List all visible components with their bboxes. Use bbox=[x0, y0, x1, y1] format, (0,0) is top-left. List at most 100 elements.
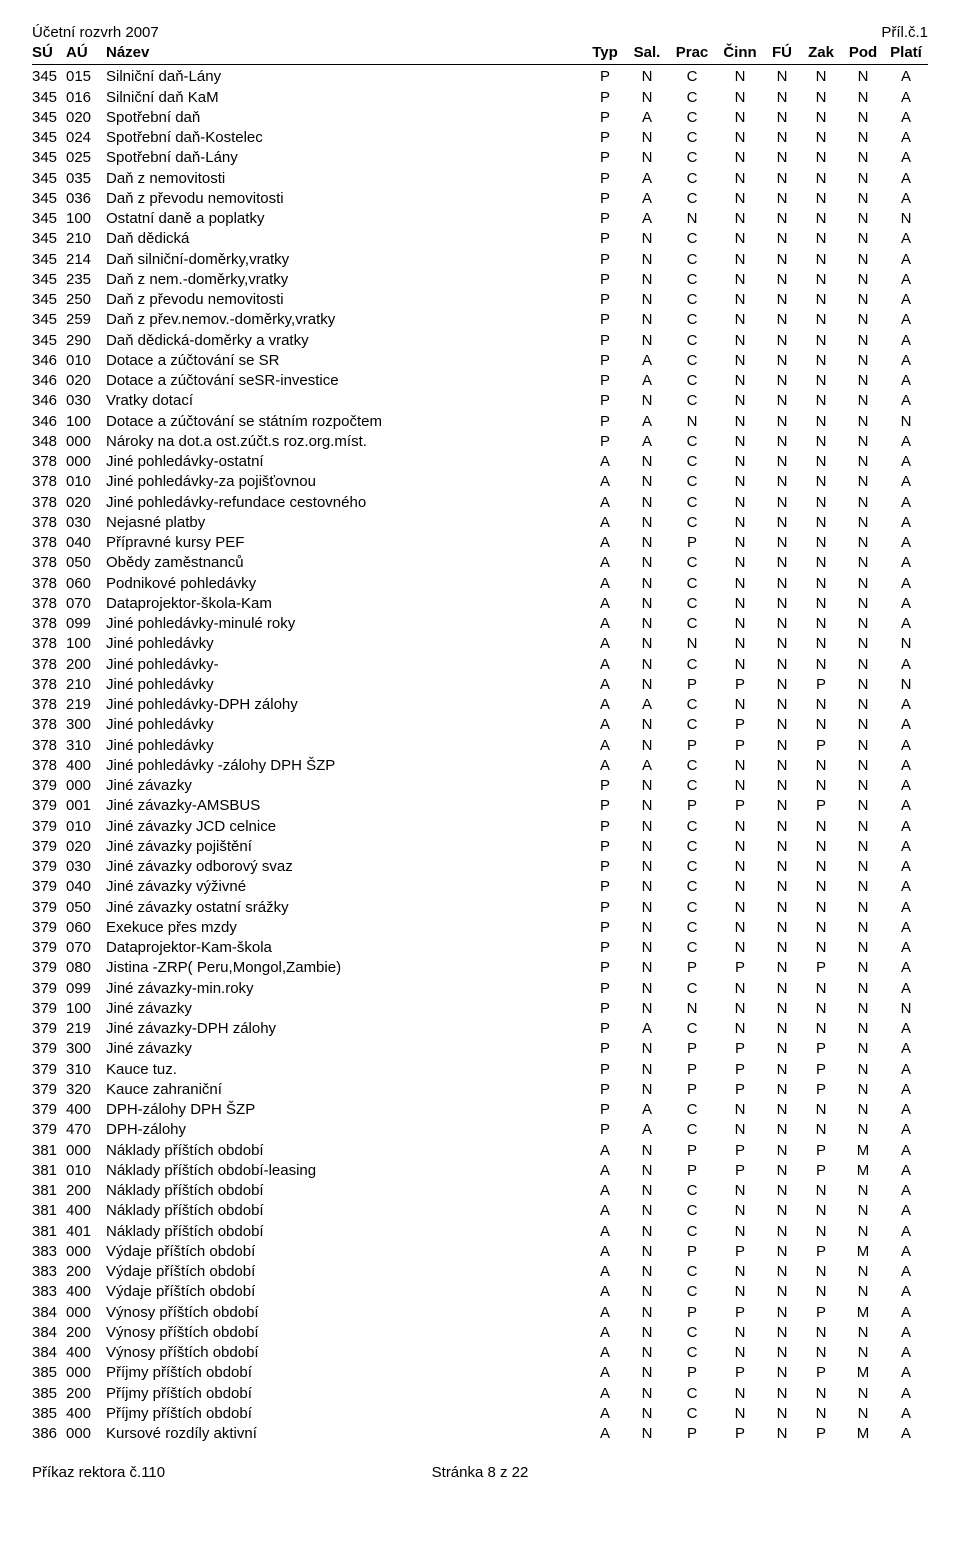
cell-fu: N bbox=[764, 1404, 800, 1424]
table-row: 379400DPH-zálohy DPH ŠZPPACNNNNA bbox=[32, 1100, 928, 1120]
cell-su: 379 bbox=[32, 857, 66, 877]
cell-au: 020 bbox=[66, 493, 106, 513]
cell-prac: P bbox=[668, 736, 716, 756]
cell-zak: P bbox=[800, 958, 842, 978]
cell-zak: N bbox=[800, 189, 842, 209]
cell-pod: N bbox=[842, 472, 884, 492]
cell-fu: N bbox=[764, 574, 800, 594]
cell-su: 379 bbox=[32, 918, 66, 938]
cell-typ: A bbox=[584, 594, 626, 614]
cell-sal: N bbox=[626, 513, 668, 533]
cell-zak: N bbox=[800, 108, 842, 128]
cell-pod: N bbox=[842, 88, 884, 108]
cell-prac: C bbox=[668, 128, 716, 148]
cell-zak: N bbox=[800, 1384, 842, 1404]
cell-prac: C bbox=[668, 472, 716, 492]
cell-typ: A bbox=[584, 574, 626, 594]
cell-sal: N bbox=[626, 1384, 668, 1404]
cell-au: 200 bbox=[66, 1384, 106, 1404]
cell-cinn: N bbox=[716, 351, 764, 371]
table-row: 345020Spotřební daňPACNNNNA bbox=[32, 108, 928, 128]
cell-typ: A bbox=[584, 634, 626, 654]
table-row: 379060Exekuce přes mzdyPNCNNNNA bbox=[32, 918, 928, 938]
table-row: 385000Příjmy příštích obdobíANPPNPMA bbox=[32, 1363, 928, 1383]
cell-cinn: P bbox=[716, 1039, 764, 1059]
cell-plati: A bbox=[884, 1141, 928, 1161]
cell-au: 010 bbox=[66, 1161, 106, 1181]
cell-plati: A bbox=[884, 1262, 928, 1282]
cell-typ: P bbox=[584, 331, 626, 351]
cell-su: 379 bbox=[32, 1080, 66, 1100]
cell-au: 040 bbox=[66, 877, 106, 897]
cell-typ: P bbox=[584, 250, 626, 270]
cell-pod: N bbox=[842, 999, 884, 1019]
cell-pod: N bbox=[842, 1384, 884, 1404]
cell-pod: M bbox=[842, 1303, 884, 1323]
cell-pod: N bbox=[842, 270, 884, 290]
cell-zak: N bbox=[800, 1282, 842, 1302]
cell-plati: A bbox=[884, 270, 928, 290]
cell-cinn: N bbox=[716, 67, 764, 87]
cell-su: 345 bbox=[32, 331, 66, 351]
cell-prac: C bbox=[668, 1120, 716, 1140]
table-row: 378010Jiné pohledávky-za pojišťovnouANCN… bbox=[32, 472, 928, 492]
cell-su: 345 bbox=[32, 88, 66, 108]
cell-su: 378 bbox=[32, 553, 66, 573]
table-row: 379099Jiné závazky-min.rokyPNCNNNNA bbox=[32, 979, 928, 999]
table-row: 345100Ostatní daně a poplatkyPANNNNNN bbox=[32, 209, 928, 229]
cell-zak: P bbox=[800, 1363, 842, 1383]
cell-sal: N bbox=[626, 918, 668, 938]
cell-pod: N bbox=[842, 574, 884, 594]
cell-typ: P bbox=[584, 817, 626, 837]
cell-zak: N bbox=[800, 614, 842, 634]
cell-fu: N bbox=[764, 1080, 800, 1100]
cell-prac: C bbox=[668, 1201, 716, 1221]
cell-plati: A bbox=[884, 452, 928, 472]
cell-su: 378 bbox=[32, 472, 66, 492]
cell-fu: N bbox=[764, 1120, 800, 1140]
cell-typ: A bbox=[584, 1363, 626, 1383]
cell-name: Nároky na dot.a ost.zúčt.s roz.org.míst. bbox=[106, 432, 584, 452]
cell-au: 000 bbox=[66, 432, 106, 452]
table-row: 385400Příjmy příštích obdobíANCNNNNA bbox=[32, 1404, 928, 1424]
cell-plati: A bbox=[884, 351, 928, 371]
cell-sal: N bbox=[626, 594, 668, 614]
cell-au: 100 bbox=[66, 634, 106, 654]
table-row: 378070Dataprojektor-škola-KamANCNNNNA bbox=[32, 594, 928, 614]
cell-cinn: P bbox=[716, 1060, 764, 1080]
cell-zak: N bbox=[800, 938, 842, 958]
cell-cinn: N bbox=[716, 1404, 764, 1424]
cell-prac: C bbox=[668, 148, 716, 168]
table-row: 385200Příjmy příštích obdobíANCNNNNA bbox=[32, 1384, 928, 1404]
cell-pod: N bbox=[842, 553, 884, 573]
cell-typ: P bbox=[584, 371, 626, 391]
cell-zak: N bbox=[800, 88, 842, 108]
cell-au: 100 bbox=[66, 209, 106, 229]
table-row: 345016Silniční daň KaMPNCNNNNA bbox=[32, 88, 928, 108]
cell-cinn: N bbox=[716, 1384, 764, 1404]
cell-fu: N bbox=[764, 1222, 800, 1242]
cell-plati: A bbox=[884, 857, 928, 877]
cell-su: 378 bbox=[32, 715, 66, 735]
cell-name: Jiné pohledávky- bbox=[106, 655, 584, 675]
cell-fu: N bbox=[764, 715, 800, 735]
cell-prac: C bbox=[668, 432, 716, 452]
cell-typ: A bbox=[584, 1242, 626, 1262]
cell-name: Jiné pohledávky bbox=[106, 715, 584, 735]
cell-zak: P bbox=[800, 1242, 842, 1262]
cell-name: Spotřební daň-Kostelec bbox=[106, 128, 584, 148]
cell-su: 378 bbox=[32, 533, 66, 553]
cell-zak: N bbox=[800, 1323, 842, 1343]
cell-prac: C bbox=[668, 169, 716, 189]
cell-prac: C bbox=[668, 715, 716, 735]
table-row: 345015Silniční daň-LányPNCNNNNA bbox=[32, 67, 928, 87]
cell-prac: P bbox=[668, 1080, 716, 1100]
cell-name: Jiné závazky JCD celnice bbox=[106, 817, 584, 837]
cell-zak: N bbox=[800, 310, 842, 330]
cell-pod: N bbox=[842, 452, 884, 472]
cell-name: Nejasné platby bbox=[106, 513, 584, 533]
cell-su: 346 bbox=[32, 412, 66, 432]
cell-cinn: P bbox=[716, 715, 764, 735]
cell-pod: N bbox=[842, 108, 884, 128]
cell-au: 060 bbox=[66, 574, 106, 594]
